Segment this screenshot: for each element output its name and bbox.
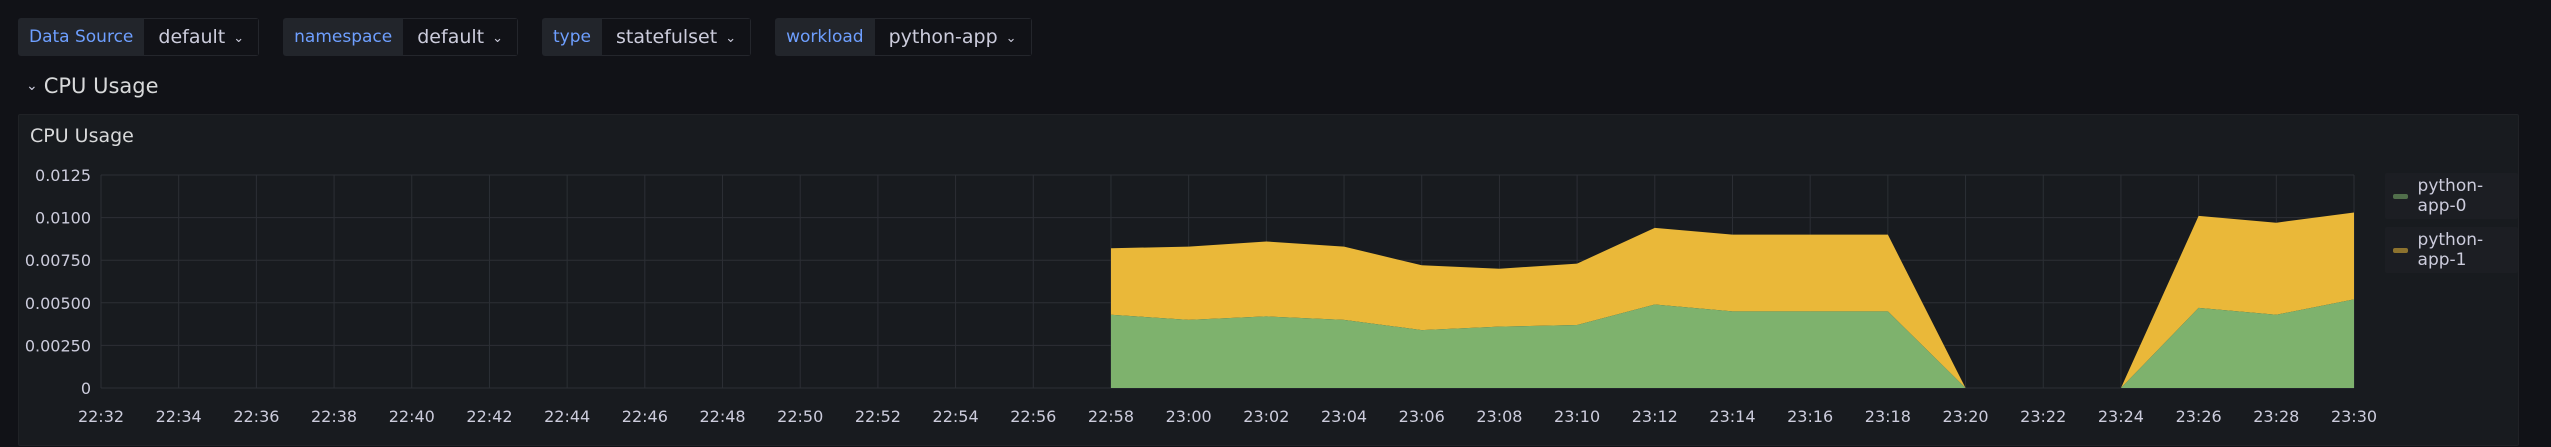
- x-tick-label: 23:06: [1399, 407, 1445, 426]
- variable-bar: Data Source default ⌄ namespace default …: [18, 18, 1032, 56]
- y-tick-label: 0.00500: [25, 294, 91, 313]
- x-tick-label: 23:10: [1554, 407, 1600, 426]
- workload-select[interactable]: python-app ⌄: [874, 18, 1032, 56]
- datasource-variable-label: Data Source: [18, 18, 145, 56]
- x-tick-label: 23:16: [1787, 407, 1833, 426]
- x-tick-label: 23:26: [2176, 407, 2222, 426]
- x-tick-label: 22:56: [1010, 407, 1056, 426]
- legend-label: python-app-0: [2417, 176, 2484, 216]
- workload-select-value: python-app: [888, 26, 998, 48]
- type-variable: type statefulset ⌄: [542, 18, 752, 56]
- type-select[interactable]: statefulset ⌄: [602, 18, 752, 56]
- type-variable-label: type: [542, 18, 602, 56]
- x-tick-label: 23:08: [1476, 407, 1522, 426]
- namespace-variable: namespace default ⌄: [283, 18, 519, 56]
- workload-variable-label: workload: [775, 18, 875, 56]
- x-tick-label: 22:54: [933, 407, 979, 426]
- x-tick-label: 22:34: [156, 407, 202, 426]
- cpu-usage-panel: CPU Usage 0 0.00250 0.00500 0.00750 0.0100 0.…: [18, 114, 2519, 446]
- row-title: CPU Usage: [43, 74, 159, 98]
- x-tick-label: 23:14: [1709, 407, 1755, 426]
- row-header-cpu-usage[interactable]: ⌄ CPU Usage: [26, 68, 159, 104]
- workload-variable: workload python-app ⌄: [775, 18, 1032, 56]
- legend: python-app-0 python-app-1: [2385, 173, 2518, 273]
- x-tick-label: 23:18: [1865, 407, 1911, 426]
- x-tick-label: 22:44: [544, 407, 590, 426]
- x-tick-label: 22:50: [777, 407, 823, 426]
- panel-title[interactable]: CPU Usage: [30, 125, 134, 147]
- legend-label: python-app-1: [2417, 230, 2484, 270]
- x-tick-label: 23:22: [2020, 407, 2066, 426]
- series-area-python-app-1: [2120, 212, 2354, 388]
- chevron-down-icon: ⌄: [233, 30, 245, 46]
- chevron-down-icon: ⌄: [26, 78, 38, 94]
- x-tick-label: 22:32: [78, 407, 124, 426]
- legend-swatch: [2393, 247, 2408, 253]
- cpu-usage-chart: 0 0.00250 0.00500 0.00750 0.0100 0.0125 22:32 2…: [25, 166, 2377, 426]
- namespace-select-value: default: [417, 26, 485, 48]
- x-tick-label: 22:40: [389, 407, 435, 426]
- y-tick-label: 0.0100: [35, 209, 91, 228]
- x-tick-label: 22:36: [233, 407, 279, 426]
- namespace-variable-label: namespace: [283, 18, 404, 56]
- x-tick-label: 22:38: [311, 407, 357, 426]
- datasource-select-value: default: [158, 26, 226, 48]
- x-tick-label: 22:48: [699, 407, 745, 426]
- y-tick-label: 0: [81, 379, 91, 398]
- legend-item[interactable]: python-app-1: [2385, 227, 2518, 273]
- y-tick-label: 0.00250: [25, 336, 91, 355]
- x-tick-label: 23:12: [1632, 407, 1678, 426]
- series-area-python-app-1: [1110, 227, 1966, 388]
- x-tick-label: 23:24: [2098, 407, 2144, 426]
- x-tick-label: 23:02: [1243, 407, 1289, 426]
- x-tick-label: 22:52: [855, 407, 901, 426]
- chevron-down-icon: ⌄: [492, 30, 504, 46]
- x-tick-label: 23:00: [1166, 407, 1212, 426]
- y-tick-label: 0.0125: [35, 166, 91, 185]
- y-tick-label: 0.00750: [25, 251, 91, 270]
- chevron-down-icon: ⌄: [725, 30, 737, 46]
- x-tick-label: 23:04: [1321, 407, 1367, 426]
- x-tick-label: 22:46: [622, 407, 668, 426]
- namespace-select[interactable]: default ⌄: [403, 18, 519, 56]
- type-select-value: statefulset: [616, 26, 718, 48]
- series-area-python-app-0: [2120, 299, 2354, 388]
- datasource-select[interactable]: default ⌄: [144, 18, 260, 56]
- x-tick-label: 22:58: [1088, 407, 1134, 426]
- chevron-down-icon: ⌄: [1005, 30, 1017, 46]
- legend-item[interactable]: python-app-0: [2385, 173, 2518, 219]
- datasource-variable: Data Source default ⌄: [18, 18, 260, 56]
- x-tick-label: 22:42: [466, 407, 512, 426]
- x-tick-label: 23:20: [1942, 407, 1988, 426]
- series-area-python-app-0: [1110, 304, 1966, 388]
- legend-swatch: [2393, 193, 2408, 199]
- x-tick-label: 23:30: [2331, 407, 2377, 426]
- x-tick-label: 23:28: [2253, 407, 2299, 426]
